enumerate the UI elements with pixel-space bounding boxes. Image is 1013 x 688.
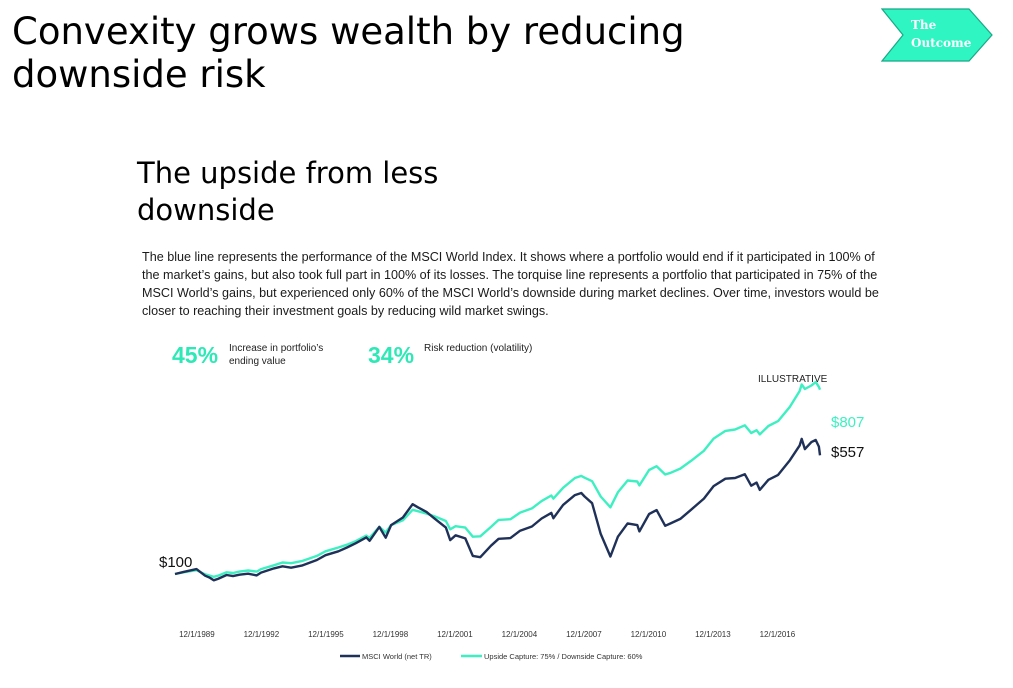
series-line-upside bbox=[174, 380, 822, 578]
section-title: The upside from less downside bbox=[137, 156, 439, 227]
x-tick-label: 12/1/1998 bbox=[373, 630, 409, 639]
stat-label-ending-value: Increase in portfolio’s ending value bbox=[229, 343, 324, 367]
end-value-label-msci: $557 bbox=[831, 444, 864, 461]
x-tick-label: 12/1/2010 bbox=[631, 630, 667, 639]
x-tick-label: 12/1/1992 bbox=[244, 630, 280, 639]
legend-label-msci: MSCI World (net TR) bbox=[362, 652, 432, 661]
end-value-label-upside: $807 bbox=[831, 414, 864, 431]
series-line-msci bbox=[174, 437, 822, 582]
x-tick-label: 12/1/2007 bbox=[566, 630, 602, 639]
badge-label: The Outcome bbox=[911, 18, 972, 50]
x-tick-label: 12/1/2001 bbox=[437, 630, 473, 639]
x-tick-label: 12/1/1995 bbox=[308, 630, 344, 639]
description-text: The blue line represents the performance… bbox=[142, 250, 879, 318]
x-tick-label: 12/1/2016 bbox=[760, 630, 796, 639]
slide-title: Convexity grows wealth by reducing downs… bbox=[12, 10, 685, 96]
x-tick-label: 12/1/2013 bbox=[695, 630, 731, 639]
x-tick-label: 12/1/1989 bbox=[179, 630, 215, 639]
x-tick-label: 12/1/2004 bbox=[502, 630, 538, 639]
illustrative-label: ILLUSTRATIVE bbox=[758, 374, 828, 385]
start-value-label: $100 bbox=[159, 554, 192, 571]
chart-legend: MSCI World (net TR) Upside Capture: 75% … bbox=[340, 652, 643, 661]
tick-clip-mask bbox=[120, 626, 162, 642]
stat-label-risk-reduction: Risk reduction (volatility) bbox=[424, 343, 533, 354]
stat-value-risk-reduction: 34% bbox=[368, 342, 415, 368]
stat-value-ending-value: 45% bbox=[172, 342, 219, 368]
the-outcome-badge[interactable]: The Outcome bbox=[881, 8, 993, 62]
chevron-arrow-icon bbox=[881, 8, 993, 62]
legend-label-upside: Upside Capture: 75% / Downside Capture: … bbox=[484, 652, 643, 661]
